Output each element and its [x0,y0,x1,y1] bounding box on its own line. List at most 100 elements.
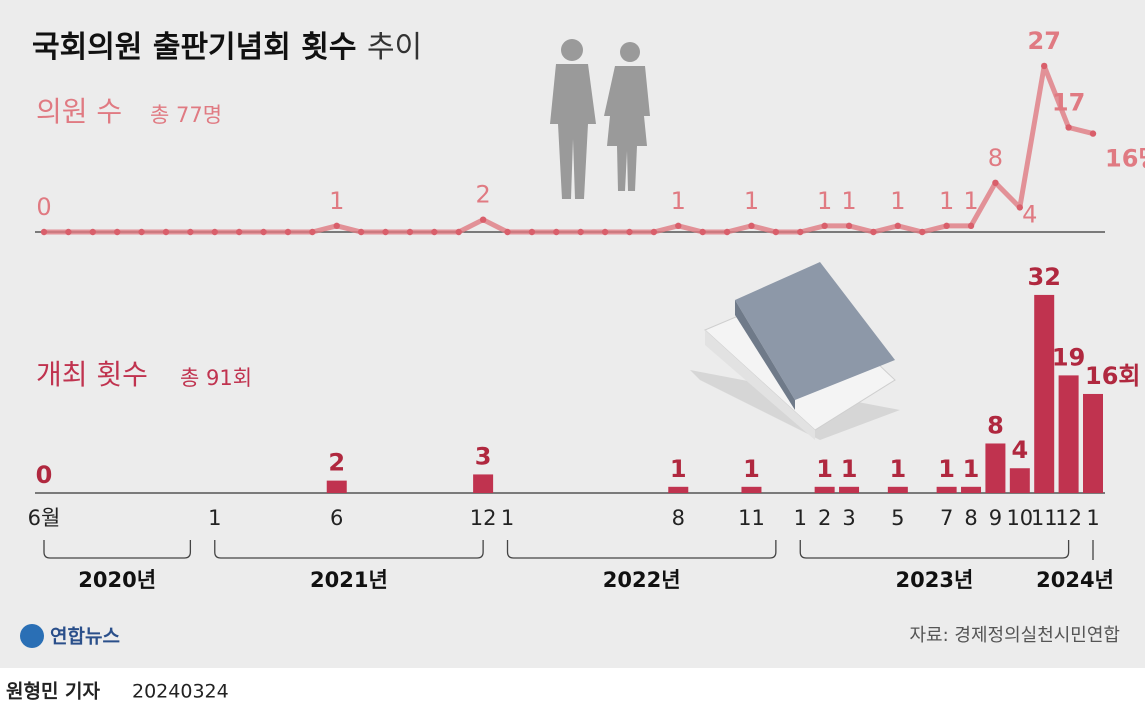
line-point [1065,124,1072,131]
x-tick-label: 8 [672,506,685,530]
year-bracket [43,540,192,559]
people-illustration [550,39,650,199]
line-point [553,228,560,236]
value-label: 1 [670,455,687,483]
x-tick-label: 1 [794,506,807,530]
value-label: 1 [744,187,759,215]
x-tick-label: 11 [738,506,765,530]
line-point [650,228,658,236]
bar [1009,468,1030,493]
x-tick-label: 1 [1086,506,1099,530]
line-point [406,228,414,236]
line-point [601,228,609,236]
year-label: 2023년 [896,568,974,592]
line-point [992,179,999,186]
bar [887,486,908,493]
year-label: 2020년 [78,568,156,592]
value-label: 1 [671,187,686,215]
bar [1034,294,1055,493]
line-point [187,228,194,236]
line-point [65,228,72,236]
line-point [40,228,48,236]
bar [839,486,860,493]
bar [1058,375,1079,493]
x-tick-label: 10 [1006,506,1033,530]
value-label: 1 [841,187,856,215]
title-main: 국회의원 출판기념회 횟수 [32,30,357,65]
line-point [1016,204,1024,211]
x-tick-label: 9 [989,506,1002,530]
chart-title: 국회의원 출판기념회 횟수 추이 [32,30,422,65]
value-label: 1 [939,187,954,215]
line-point [845,222,853,230]
bar-series-total: 총 91회 [180,366,252,390]
value-label: 2 [475,181,490,209]
x-tick-label: 2 [818,506,831,530]
x-tick-label: 3 [842,506,855,530]
value-label: 19 [1052,343,1085,371]
x-tick-label: 6월 [28,506,61,530]
bar [985,443,1006,493]
bar [814,486,835,493]
line-point [919,228,926,236]
x-tick-label: 6 [330,506,343,530]
line-point [699,228,706,236]
value-label: 1 [963,455,980,483]
line-point [943,222,950,230]
line-point [284,228,292,236]
value-label: 1 [841,455,858,483]
line-point [309,228,316,236]
value-label: 0 [36,193,51,221]
year-bracket [506,540,777,559]
date: 20240324 [132,681,229,703]
value-label: 4 [1011,436,1028,464]
line-point [260,228,267,236]
line-point [162,228,170,236]
line-point [821,222,828,230]
x-tick-label: 11 [1031,506,1058,530]
bar-series-name: 개최 횟수 [36,358,148,391]
bar [1083,393,1103,493]
line-point [211,228,218,236]
line-series-name: 의원 수 [36,95,122,128]
year-label: 2022년 [603,568,681,592]
value-label: 1 [889,455,906,483]
logo-text: 연합뉴스 [50,626,120,648]
line-point [382,228,389,236]
year-label: 2021년 [310,568,388,592]
value-label: 32 [1028,263,1061,291]
x-tick-label: 5 [891,506,904,530]
source: 자료: 경제정의실천시민연합 [909,625,1120,646]
line-point [772,228,780,236]
line-point [1041,62,1048,70]
line-point [479,216,487,223]
line-point [455,228,462,236]
series-line [44,63,1094,235]
value-label: 17 [1052,88,1085,116]
line-point [138,228,145,236]
title-suffix: 추이 [367,30,422,65]
x-tick-label: 1 [208,506,221,530]
line-point [870,228,877,236]
line-point [235,228,243,236]
line-point [113,228,121,236]
line-point [528,228,536,236]
line-point [723,228,731,236]
bar [936,486,957,493]
bar [326,480,347,493]
value-label: 1 [890,187,905,215]
year-bracket [799,540,1070,559]
year-bracket [214,540,484,559]
value-label: 3 [475,442,492,470]
line-point [333,222,340,230]
line-point [431,228,438,236]
footer-background [0,668,1145,714]
line-point [797,228,804,236]
value-label: 1 [329,187,344,215]
value-label: 0 [36,461,53,489]
line-point [626,228,633,236]
value-label: 8 [987,411,1004,439]
line-point [748,222,755,230]
line-point [967,222,975,230]
